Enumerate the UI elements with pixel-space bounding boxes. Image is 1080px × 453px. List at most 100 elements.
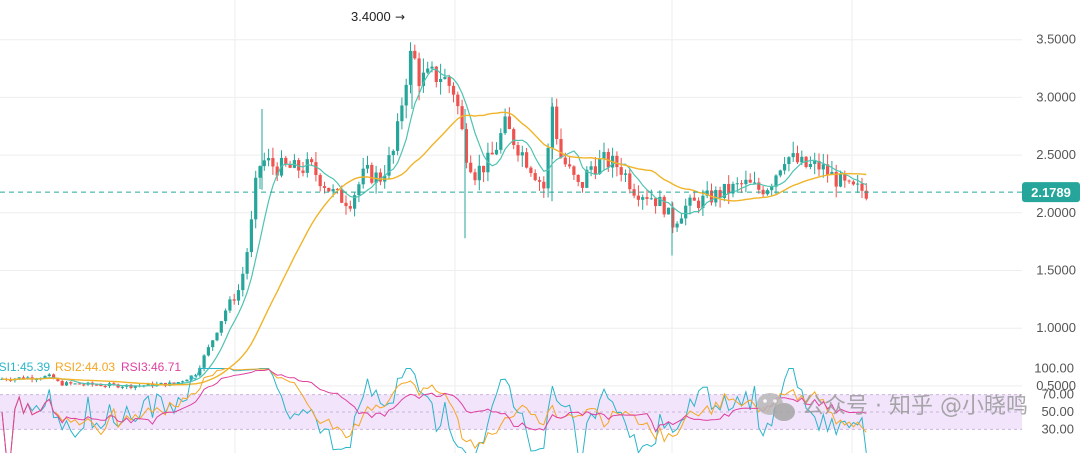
candle [262,152,266,171]
price-axis: 3.5000 3.0000 2.5000 2.0000 1.5000 1.0000 0.50… [1036,32,1076,393]
candle-body [585,169,589,188]
candle [387,146,391,179]
candle [585,166,589,189]
y-tick-label: 0.5000 [1036,378,1076,393]
candle [310,157,314,167]
candle [219,320,223,336]
candle-body [770,186,774,191]
candle-body [21,377,26,380]
candle [533,169,537,182]
candle [236,284,241,306]
candle [529,165,533,177]
candle-body [439,78,443,82]
candle [602,142,606,170]
candle-body [748,179,752,183]
candle [271,147,275,175]
high-marker-label: 3.4000 [351,9,391,24]
y-tick-label: 1.0000 [1036,320,1076,335]
candle-body [529,167,533,174]
candle [641,194,645,210]
candle [241,266,245,297]
candle-body [731,183,735,194]
candle [413,44,417,60]
candle-body [494,149,499,155]
candle [344,195,348,215]
candle-body [658,196,662,207]
rsi3-line [1,368,867,453]
candle-body [752,182,757,184]
candle-body [701,195,705,209]
candle [516,141,520,162]
candle [688,194,692,215]
candle-body [378,172,382,182]
candle-body [271,158,275,167]
candle-body [99,385,103,387]
candle-body [559,138,563,158]
candle [232,293,236,305]
rsi2-line [1,368,867,453]
y-tick-label: 1.5000 [1036,263,1076,278]
candle [705,181,709,199]
candle [129,383,133,390]
candle [275,162,279,182]
candle-body [348,206,352,209]
candle-body [774,175,778,187]
candle-body [297,160,301,171]
rsi-y-tick-label: 50.00 [1041,404,1074,419]
candle-body [43,376,47,379]
candle [284,155,288,167]
candle-body [103,386,107,388]
rsi3-legend: RSI3:46.71 [121,360,181,374]
candle [60,378,64,387]
candle [378,168,382,186]
y-tick-label: 2.0000 [1036,205,1076,220]
candle [224,308,228,325]
rsi-y-tick-label: 70.00 [1041,387,1074,402]
candle-body [490,152,494,155]
candle [357,181,361,202]
candle-body [413,50,417,59]
candle-body [512,129,516,146]
candle [568,156,572,169]
candle [507,107,511,130]
candle-body [860,183,864,191]
candle [77,383,81,385]
candle [365,155,370,174]
candle-body [262,160,266,167]
candle-body [761,189,765,195]
candle-body [52,374,56,379]
candle-body [181,381,185,383]
candle-body [408,50,413,85]
candle [783,156,787,175]
candle-body [314,162,318,176]
candle [404,78,408,119]
wechat-icon [757,393,795,421]
candle [120,385,124,390]
candle-body [572,166,576,175]
candle-body [357,184,361,196]
candle [245,248,249,280]
candle-body [714,190,718,203]
candle [396,113,400,156]
candle-body [520,152,524,156]
candle-body [421,72,425,87]
candle [817,153,821,177]
candle [851,180,855,186]
candle-body [340,189,344,203]
candle [675,221,679,232]
candle [778,169,782,178]
candle [826,154,830,183]
candle-body [400,105,404,122]
candle-body [568,164,572,167]
candle [761,185,765,197]
candle-body [60,380,64,386]
high-marker: 3.4000 → [351,9,405,24]
watermark: 公众号 · 知乎 @小晓鸣 [757,393,1028,421]
candle-body [619,167,623,175]
candle [64,381,69,387]
candle [628,168,632,194]
candle-body [215,332,219,341]
candle [727,175,731,204]
